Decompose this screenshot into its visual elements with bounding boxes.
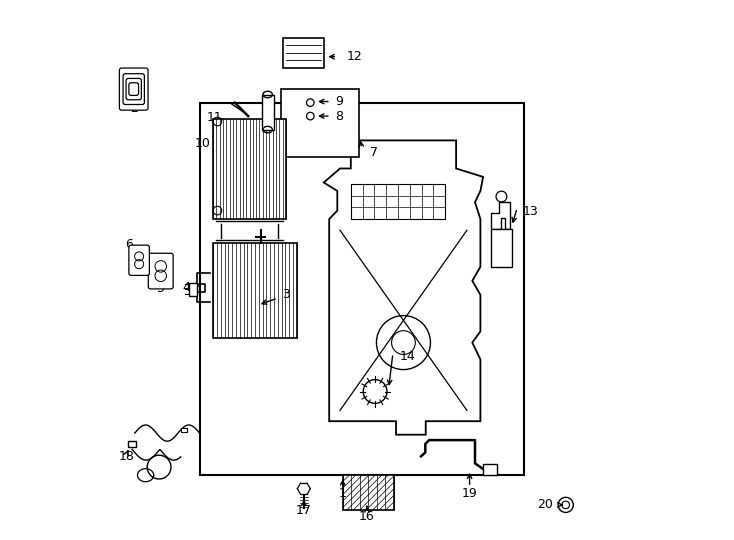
Bar [189, 283, 197, 296]
Text: 6: 6 [126, 238, 134, 251]
Bar [491, 229, 512, 267]
FancyBboxPatch shape [120, 68, 148, 110]
FancyBboxPatch shape [129, 245, 150, 275]
Bar [213, 119, 286, 219]
Bar [283, 38, 324, 68]
Text: 11: 11 [206, 111, 222, 124]
Text: 18: 18 [119, 450, 134, 463]
FancyBboxPatch shape [148, 253, 173, 289]
Text: 2: 2 [130, 102, 138, 114]
FancyBboxPatch shape [126, 78, 142, 100]
Text: 9: 9 [335, 95, 343, 108]
Bar [483, 464, 497, 475]
Bar [213, 243, 297, 338]
Bar [200, 103, 523, 475]
Bar [280, 89, 359, 157]
Bar [262, 94, 274, 130]
Text: 13: 13 [523, 205, 538, 218]
FancyBboxPatch shape [123, 73, 145, 105]
FancyBboxPatch shape [129, 83, 139, 96]
Text: 20: 20 [537, 498, 553, 511]
Text: 10: 10 [195, 137, 211, 150]
Bar [343, 475, 394, 510]
Bar [351, 184, 446, 219]
Text: 3: 3 [282, 288, 290, 301]
Text: 1: 1 [339, 487, 346, 500]
Bar [128, 441, 137, 447]
Text: 8: 8 [335, 110, 343, 123]
Bar [181, 428, 187, 432]
Text: 17: 17 [296, 504, 312, 517]
Text: 14: 14 [399, 350, 415, 363]
Text: 7: 7 [370, 146, 378, 159]
Text: 19: 19 [462, 487, 478, 500]
Text: 4: 4 [183, 281, 190, 294]
Text: 5: 5 [157, 282, 164, 295]
Text: 12: 12 [347, 50, 363, 63]
Text: 15: 15 [275, 245, 291, 258]
Text: 16: 16 [359, 510, 375, 523]
